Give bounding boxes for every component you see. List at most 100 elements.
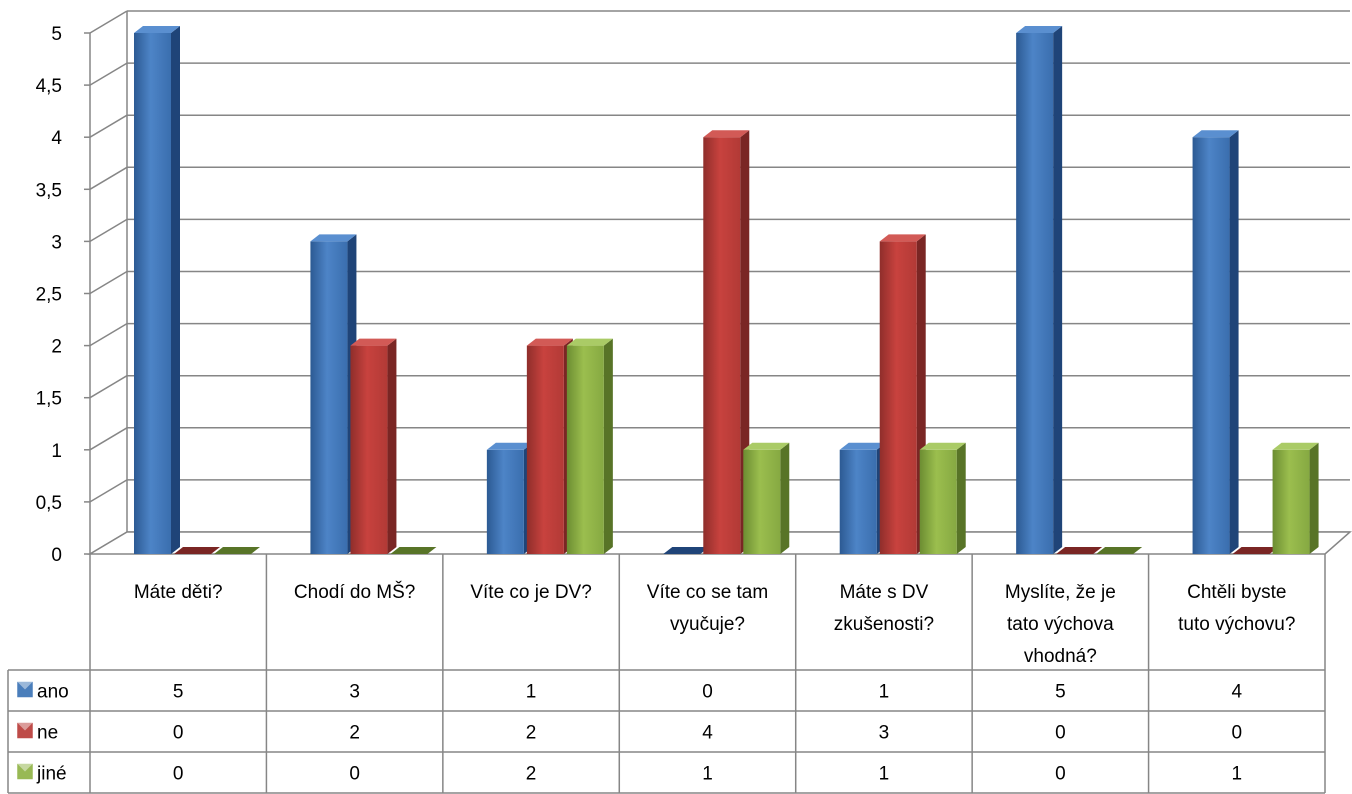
y-tick-label: 1,5 xyxy=(36,389,62,410)
y-tick-label: 5 xyxy=(51,24,62,45)
table-cell: 4 xyxy=(1231,682,1242,703)
table-cell: 0 xyxy=(1055,723,1066,744)
bar-top xyxy=(566,338,613,346)
bar-front xyxy=(526,345,564,554)
gridline-wall xyxy=(89,62,128,86)
legend-swatch xyxy=(16,722,34,739)
table-cell: 1 xyxy=(526,682,537,703)
table-cell: 0 xyxy=(702,682,713,703)
bar-side xyxy=(603,338,613,554)
y-tick-label: 0,5 xyxy=(36,493,62,514)
bar-ne-6 xyxy=(1056,547,1103,554)
table-cell: 5 xyxy=(173,682,184,703)
category-label: tato výchova xyxy=(1007,614,1114,635)
category-label: tuto výchovu? xyxy=(1178,614,1295,635)
legend-key-jiné xyxy=(16,763,34,780)
bar-base-ne xyxy=(1232,547,1279,554)
table-cell: 2 xyxy=(526,764,537,785)
grid-layer: 0 0,5 1 1,5 2 2,5 3 3,5 4 4,5 5 xyxy=(36,10,1352,566)
y-tick-label: 4 xyxy=(51,128,62,149)
legend-key-ano xyxy=(16,681,34,698)
bar-front xyxy=(350,345,388,554)
category-label: Chtěli byste xyxy=(1187,582,1286,603)
bar-top xyxy=(350,338,397,346)
table-cell: 2 xyxy=(526,723,537,744)
bar-jiné-3 xyxy=(566,338,613,554)
bar-jiné-7 xyxy=(1272,442,1319,554)
bar-side xyxy=(387,338,397,554)
category-label: Myslíte, že je xyxy=(1005,582,1116,603)
bar-side xyxy=(1229,130,1239,554)
bar-jiné-1 xyxy=(214,547,260,554)
bar-top xyxy=(1272,442,1319,450)
bar-jiné-5 xyxy=(919,442,966,554)
bar-top xyxy=(919,442,966,450)
table-cell: 1 xyxy=(1231,764,1242,785)
bar-front xyxy=(566,345,604,554)
bar-front xyxy=(743,449,781,554)
bar-top xyxy=(743,442,790,450)
bar-front xyxy=(919,449,957,554)
bar-front xyxy=(486,449,524,554)
legend-label: ano xyxy=(37,682,69,703)
table-cell: 0 xyxy=(1055,764,1066,785)
bar-front xyxy=(1272,449,1310,554)
bar-side xyxy=(780,442,790,554)
gridline-wall xyxy=(89,10,128,34)
bar-top xyxy=(134,26,180,33)
bar-ne-1 xyxy=(174,547,220,554)
category-label: Víte co je DV? xyxy=(470,582,591,603)
table-cell: 3 xyxy=(349,682,360,703)
bar-top xyxy=(1016,26,1063,33)
bar-ne-4 xyxy=(703,130,750,554)
bar-ano-2 xyxy=(310,234,357,554)
bar-front xyxy=(839,449,877,554)
table-cell: 4 xyxy=(702,723,713,744)
category-label: vyučuje? xyxy=(670,614,745,635)
y-tick-label: 3 xyxy=(51,232,62,253)
bar-top xyxy=(703,130,750,138)
bar-ne-5 xyxy=(879,234,926,554)
bar-base-ne xyxy=(1056,547,1103,554)
table-cell: 0 xyxy=(349,764,360,785)
y-tick-label: 3,5 xyxy=(36,180,62,201)
legend-swatch-shine xyxy=(17,681,33,690)
legend-swatch xyxy=(16,763,34,780)
legend-swatch-shine xyxy=(17,763,33,772)
table-cell: 3 xyxy=(879,723,890,744)
bar-base-jiné xyxy=(390,547,437,554)
bar-ne-7 xyxy=(1232,547,1279,554)
bar-ano-7 xyxy=(1192,130,1239,554)
category-label: Víte co se tam xyxy=(647,582,768,603)
gridline-wall xyxy=(89,322,128,347)
gridline-wall xyxy=(89,427,128,451)
bar-front xyxy=(1016,33,1054,554)
bar-jiné-2 xyxy=(390,547,437,554)
bar-base-ano xyxy=(663,547,710,554)
gridline-wall xyxy=(89,270,128,295)
bar-base-jiné xyxy=(214,547,260,554)
category-label: Chodí do MŠ? xyxy=(294,581,415,603)
gridline-wall xyxy=(89,166,128,190)
table-cell: 5 xyxy=(1055,682,1066,703)
bar-ano-1 xyxy=(134,26,180,554)
bar-ano-3 xyxy=(486,442,533,554)
bar-side xyxy=(956,442,966,554)
bar-jiné-4 xyxy=(743,442,790,554)
gridline-wall xyxy=(89,375,128,399)
bar-base-jiné xyxy=(1096,547,1143,554)
bar-front xyxy=(879,241,917,554)
legend-key-ne xyxy=(16,722,34,739)
bar-side xyxy=(1309,442,1319,554)
y-tick-label: 2 xyxy=(51,337,62,358)
table-cell: 2 xyxy=(349,723,360,744)
bar-top xyxy=(839,442,886,450)
table-cell: 0 xyxy=(1231,723,1242,744)
bar-top xyxy=(486,442,533,450)
y-tick-label: 4,5 xyxy=(36,76,62,97)
table-cell: 1 xyxy=(879,764,890,785)
bar-ne-2 xyxy=(350,338,397,554)
bar-top xyxy=(1192,130,1239,138)
bar-ne-3 xyxy=(526,338,573,554)
